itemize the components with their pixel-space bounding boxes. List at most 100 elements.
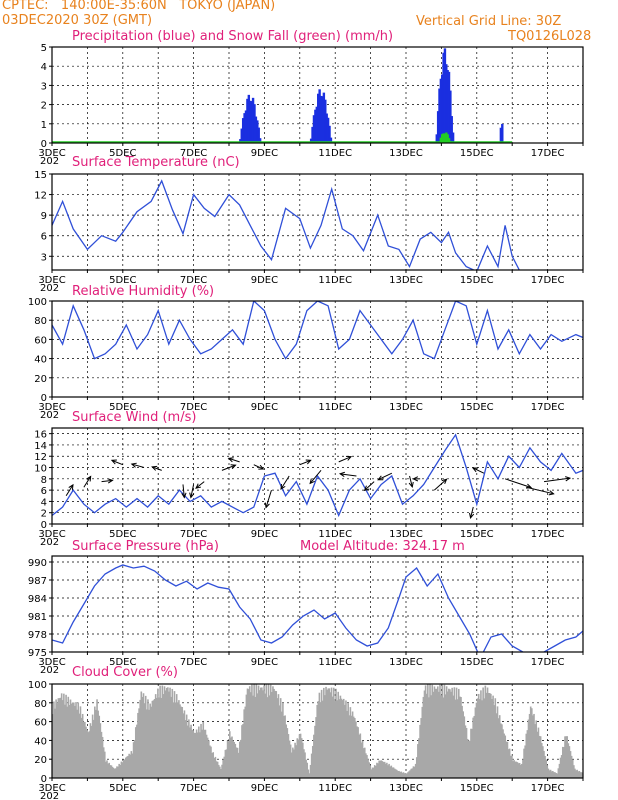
wind-title: Surface Wind (m/s) [72,410,197,425]
humidity-ytick-label: 100 [28,297,47,308]
wind-arrow [228,457,240,463]
cloud-bar [139,699,141,778]
cloud-bar [81,713,84,778]
cloud-bar [116,766,118,778]
cloud-bar [161,685,164,778]
cloud-bar [331,696,334,778]
cloud-bar [277,694,280,778]
precip-bar [442,52,445,143]
cloud-ytick-label: 60 [34,718,47,729]
cloud-bar [507,749,510,778]
cloud-bar [109,765,112,778]
cloud-bar [318,692,321,778]
cloud-bar [533,713,535,778]
cloud-bar [519,764,522,778]
pressure-xtick-label: 15DEC [460,657,494,668]
cloud-bar [422,696,425,778]
cloud-bar [421,706,424,778]
cloud-xtick-label: 11DEC [318,783,352,794]
temperature-ytick-label: 3 [41,252,47,263]
cloud-bar [315,717,317,778]
cloud-bar [553,772,555,778]
cloud-bar [235,747,238,778]
cloud-bar [329,692,332,778]
cloud-bar [455,687,458,778]
cloud-bar [466,738,469,778]
cloud-bar [452,695,455,778]
pressure-ytick-label: 981 [28,612,47,623]
precip-bar [319,95,323,143]
precip-bar [326,117,330,143]
cloud-bar [121,762,124,778]
cloud-bar [509,755,512,778]
cloud-bar [399,771,401,778]
pressure-xtick-label: 11DEC [318,657,352,668]
cloud-bar [461,705,463,778]
precip-bar [446,70,449,143]
cloud-bar [178,700,180,778]
pressure-xtick-label: 3DEC [38,657,65,668]
cloud-bar [534,724,536,778]
cloud-bar [379,760,382,778]
cloud-bar [193,732,196,778]
wind-ytick-label: 8 [41,475,47,486]
cloud-bar [427,684,429,778]
cloud-bar [75,702,77,778]
cloud-bar [482,687,484,778]
cloud-bar [540,743,543,778]
cloud-bar [181,707,184,778]
temperature-xtick-label: 17DEC [531,275,565,286]
cloud-bar [191,729,193,778]
cloud-bar [170,696,172,778]
cloud-bar [493,705,495,778]
cloud-bar [227,741,230,778]
cloud-bar [337,691,340,778]
cloud-bar [547,768,550,778]
cloud-bar [220,769,222,778]
cloud-bar [497,718,500,778]
cloud-ytick-label: 20 [34,755,47,766]
wind-arrowhead [189,492,195,499]
cloud-bar [367,759,369,778]
cloud-bar [89,723,92,778]
cloud-bar [435,688,438,778]
pressure-xtick-label: 5DEC [109,657,136,668]
cloud-bar [133,740,136,778]
cloud-bar [555,773,557,778]
precip-bar [241,118,245,143]
temperature-frame [51,173,584,271]
cloud-bar [222,759,224,778]
cloud-bar [365,753,367,778]
cloud-bar [67,696,70,778]
cloud-bar [317,701,320,778]
cloud-bar [561,746,564,778]
wind-arrow [265,489,272,508]
precip-xtick-label: 3DEC [38,148,65,159]
precip-ytick-label: 1 [41,120,47,131]
cloud-bar [442,697,445,778]
humidity-title: Relative Humidity (%) [72,284,215,299]
cloud-bar [251,684,253,778]
cloud-bar [184,720,187,778]
cloud-bar [550,771,553,778]
cloud-bar [54,708,56,778]
precip-ytick-label: 3 [41,81,47,92]
temperature-xtick-label: 11DEC [318,275,352,286]
cloud-bar [131,753,134,778]
pressure-frame [51,555,584,653]
cloud-bar [429,684,431,778]
cloud-bar [180,706,182,778]
wind-line [52,433,583,518]
cloud-bar [94,706,96,778]
cloud-bar [308,773,311,778]
precip-bar [322,92,326,143]
cloud-bar [400,771,403,778]
wind-arrowhead [338,471,345,477]
cloud-bar [279,698,282,778]
precip-xtick-label: 17DEC [531,148,565,159]
pressure-ytick-label: 975 [28,648,47,659]
temperature-xtick-label: 15DEC [460,275,494,286]
cloud-bar [263,685,265,778]
cloud-bar [524,745,526,778]
